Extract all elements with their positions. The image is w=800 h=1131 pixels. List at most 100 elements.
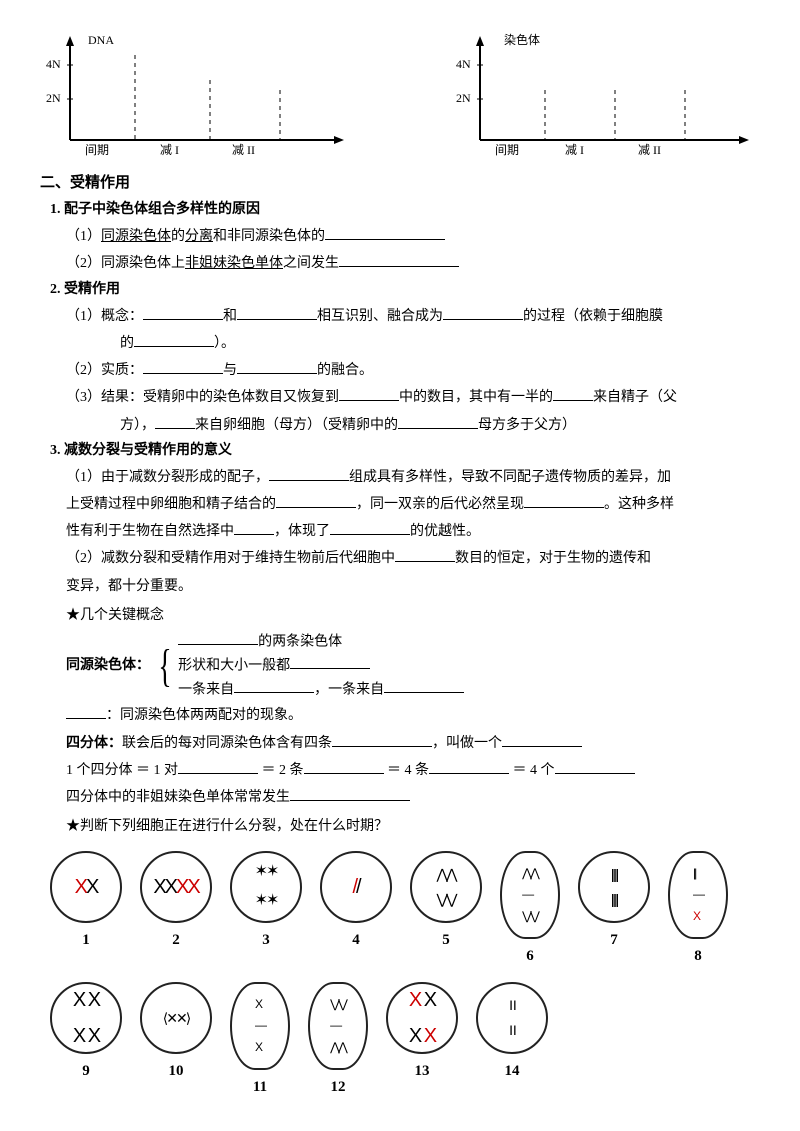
cell-num: 5 bbox=[442, 927, 450, 954]
h-line2: 形状和大小一般都 bbox=[178, 654, 464, 678]
sub3-l1c: 性有利于生物在自然选择中 ，体现了 的优越性。 bbox=[66, 519, 760, 544]
cell-num: 4 bbox=[352, 927, 360, 954]
t: 和非同源染色体的 bbox=[213, 229, 325, 244]
cell-11: X—X11 bbox=[230, 982, 290, 1101]
t: 四分体中的非姐妹染色单体常常发生 bbox=[66, 790, 290, 805]
ytick-4n-right: 4N bbox=[456, 57, 471, 71]
t: 分离 bbox=[185, 229, 213, 244]
sub3-l1b: 上受精过程中卵细胞和精子结合的，同一双亲的后代必然呈现。这种多样 bbox=[66, 492, 760, 517]
t: 组成具有多样性，导致不同配子遗传物质的差异，加 bbox=[349, 470, 671, 485]
cell-8: ||—X8 bbox=[668, 851, 728, 970]
blank bbox=[134, 332, 214, 347]
blank bbox=[553, 386, 593, 401]
sub3-l2: （2）减数分裂和受精作用对于维持生物前后代细胞中数目的恒定，对于生物的遗传和 bbox=[66, 546, 760, 571]
t: 来自精子（父 bbox=[593, 390, 677, 405]
chart-chromosome: 染色体 4N 2N 间期 减 I 减 II bbox=[440, 30, 760, 160]
t: 。这种多样 bbox=[604, 497, 674, 512]
t: 母方多于父方） bbox=[478, 418, 576, 433]
cell-num: 10 bbox=[169, 1058, 184, 1085]
equation-line: 1 个四分体 ＝ 1 对 ＝ 2 条 ＝ 4 条 ＝ 4 个 bbox=[66, 758, 760, 783]
homolog-label: 同源染色体： bbox=[66, 653, 150, 678]
t: 方）， bbox=[120, 418, 155, 433]
chart-dna: DNA 4N 2N 间期 减 I 减 II bbox=[40, 30, 360, 160]
blank bbox=[330, 520, 410, 535]
blank bbox=[304, 758, 384, 773]
sub2-l1b: 的 ）。 bbox=[120, 331, 760, 356]
t: 的优越性。 bbox=[410, 524, 480, 539]
t: ：同源染色体两两配对的现象。 bbox=[106, 708, 302, 723]
cell-num: 11 bbox=[253, 1074, 267, 1101]
sub3-l1: （1）由于减数分裂形成的配子，组成具有多样性，导致不同配子遗传物质的差异，加 bbox=[66, 465, 760, 490]
blank bbox=[237, 359, 317, 374]
t: 性有利于生物在自然选择中 bbox=[66, 524, 234, 539]
t: 的 bbox=[120, 336, 134, 351]
blank bbox=[395, 547, 455, 562]
t: ，体现了 bbox=[274, 524, 330, 539]
cell-1: XX1 bbox=[50, 851, 122, 970]
blank bbox=[524, 493, 604, 508]
cell-num: 14 bbox=[505, 1058, 520, 1085]
t: 联会后的每对同源染色体含有四条 bbox=[122, 736, 332, 751]
sub-1-title: 1. 配子中染色体组合多样性的原因 bbox=[50, 197, 760, 222]
t: ，同一双亲的后代必然呈现 bbox=[356, 497, 524, 512]
blank bbox=[339, 252, 459, 267]
homolog-block: 同源染色体： { 的两条染色体 形状和大小一般都 一条来自，一条来自 bbox=[66, 630, 760, 701]
blank bbox=[502, 731, 582, 746]
t: 的 bbox=[171, 229, 185, 244]
t: 数目的恒定，对于生物的遗传和 bbox=[455, 551, 651, 566]
blank bbox=[325, 225, 445, 240]
blank bbox=[276, 493, 356, 508]
cell-4: //4 bbox=[320, 851, 392, 970]
sub1-line1: （1）同源染色体的分离和非同源染色体的 bbox=[66, 224, 760, 249]
t: 一条来自 bbox=[178, 682, 234, 697]
blank bbox=[290, 654, 370, 669]
xtick-3-right: 减 II bbox=[638, 143, 661, 157]
cell-12: ⋁⋁—⋀⋀12 bbox=[308, 982, 368, 1101]
blank bbox=[178, 630, 258, 645]
t: 和 bbox=[223, 309, 237, 324]
blank bbox=[384, 678, 464, 693]
chart-chromosome-svg: 4N 2N 间期 减 I 减 II bbox=[440, 30, 760, 160]
h-line3: 一条来自，一条来自 bbox=[178, 678, 464, 702]
xtick-1-left: 间期 bbox=[85, 143, 109, 157]
section-2-heading: 二、受精作用 bbox=[40, 170, 760, 197]
blank bbox=[234, 520, 274, 535]
xtick-3-left: 减 II bbox=[232, 143, 255, 157]
h-line1: 的两条染色体 bbox=[178, 630, 464, 654]
ytick-4n-left: 4N bbox=[46, 57, 61, 71]
t: 同源染色体 bbox=[101, 229, 171, 244]
t: ，叫做一个 bbox=[432, 736, 502, 751]
t: 非姐妹染色单体 bbox=[185, 256, 283, 271]
t: （2）同源染色体上 bbox=[66, 256, 185, 271]
sub2-l1: （1）概念：和相互识别、融合成为的过程（依赖于细胞膜 bbox=[66, 304, 760, 329]
nonsis-line: 四分体中的非姐妹染色单体常常发生 bbox=[66, 785, 760, 810]
t: （1）概念： bbox=[66, 309, 143, 324]
chart-dna-title: DNA bbox=[88, 30, 114, 52]
blank bbox=[443, 304, 523, 319]
cell-7: ||||||||7 bbox=[578, 851, 650, 970]
t: ）。 bbox=[214, 336, 235, 351]
t: （1） bbox=[66, 229, 101, 244]
cell-num: 9 bbox=[82, 1058, 90, 1085]
blank bbox=[429, 758, 509, 773]
t: ＝ 4 个 bbox=[509, 763, 555, 778]
cell-num: 1 bbox=[82, 927, 90, 954]
t: 相互识别、融合成为 bbox=[317, 309, 443, 324]
cell-num: 8 bbox=[694, 943, 702, 970]
cell-6: ⋀⋀—⋁⋁6 bbox=[500, 851, 560, 970]
star-judge: ★判断下列细胞正在进行什么分裂，处在什么时期？ bbox=[66, 814, 760, 839]
brace-icon: { bbox=[158, 643, 171, 689]
blank bbox=[398, 413, 478, 428]
t: ＝ 4 条 bbox=[384, 763, 430, 778]
sub-2-title: 2. 受精作用 bbox=[50, 277, 760, 302]
t: 的融合。 bbox=[317, 363, 373, 378]
t: 之间发生 bbox=[283, 256, 339, 271]
blank bbox=[143, 359, 223, 374]
cell-2: XXXX2 bbox=[140, 851, 212, 970]
blank bbox=[269, 465, 349, 480]
tetrad-label: 四分体： bbox=[66, 736, 122, 751]
sub2-l3b: 方），来自卵细胞（母方）（受精卵中的母方多于父方） bbox=[120, 413, 760, 438]
t: （3）结果：受精卵中的染色体数目又恢复到 bbox=[66, 390, 339, 405]
blank bbox=[332, 731, 432, 746]
cells-grid: XX1 XXXX2 ✶✶✶✶3 //4 ⋀⋀⋁⋁5 ⋀⋀—⋁⋁6 |||||||… bbox=[50, 851, 760, 1101]
